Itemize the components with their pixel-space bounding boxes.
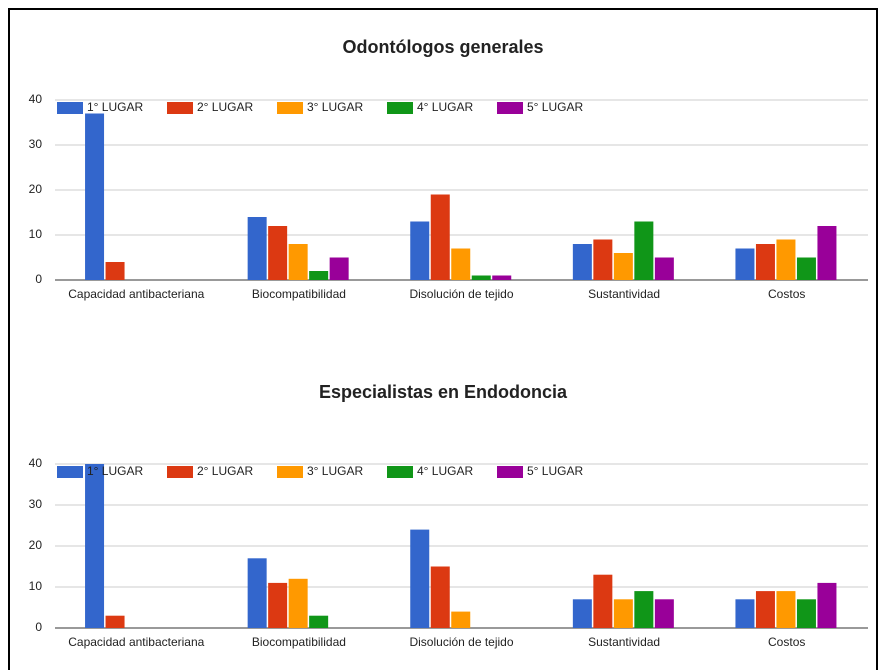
bar <box>613 599 633 628</box>
bar <box>634 591 654 628</box>
y-tick-label: 0 <box>35 272 42 286</box>
bar <box>105 262 125 280</box>
y-tick-label: 20 <box>29 182 43 196</box>
bar <box>776 239 796 280</box>
frame <box>8 8 878 670</box>
bar <box>309 271 329 280</box>
bar <box>410 221 430 280</box>
bar <box>634 221 654 280</box>
legend-label: 3° LUGAR <box>307 100 363 114</box>
chart-title: Odontólogos generales <box>342 37 543 57</box>
legend-swatch <box>387 466 413 478</box>
legend-label: 4° LUGAR <box>417 464 473 478</box>
legend-swatch <box>497 466 523 478</box>
bar <box>288 578 308 628</box>
bar <box>755 244 775 280</box>
bar <box>430 566 450 628</box>
bar <box>85 464 105 628</box>
legend-label: 1° LUGAR <box>87 100 143 114</box>
y-tick-label: 20 <box>29 538 43 552</box>
bar <box>85 113 105 280</box>
legend-label: 2° LUGAR <box>197 464 253 478</box>
bar <box>492 275 512 280</box>
bar <box>755 591 775 628</box>
bar <box>654 257 674 280</box>
y-tick-label: 10 <box>29 579 43 593</box>
bar <box>776 591 796 628</box>
legend-swatch <box>57 466 83 478</box>
bar <box>735 248 755 280</box>
bar <box>105 615 125 628</box>
bar <box>247 558 267 628</box>
legend-swatch <box>277 466 303 478</box>
x-tick-label: Costos <box>768 287 805 301</box>
legend-label: 1° LUGAR <box>87 464 143 478</box>
legend-label: 4° LUGAR <box>417 100 473 114</box>
bar <box>796 257 816 280</box>
bar <box>288 244 308 280</box>
y-tick-label: 30 <box>29 497 43 511</box>
legend-swatch <box>277 102 303 114</box>
bar <box>247 217 267 280</box>
bar <box>268 582 288 628</box>
bar <box>735 599 755 628</box>
bar <box>410 529 430 628</box>
bar <box>572 244 592 280</box>
x-tick-label: Disolución de tejido <box>409 635 513 649</box>
legend-label: 5° LUGAR <box>527 100 583 114</box>
x-tick-label: Sustantividad <box>588 635 660 649</box>
x-tick-label: Costos <box>768 635 805 649</box>
legend-label: 2° LUGAR <box>197 100 253 114</box>
bar <box>451 248 471 280</box>
legend-swatch <box>167 466 193 478</box>
bar <box>593 239 613 280</box>
bar <box>471 275 491 280</box>
legend-swatch <box>167 102 193 114</box>
y-tick-label: 40 <box>29 92 43 106</box>
legend-label: 3° LUGAR <box>307 464 363 478</box>
legend-swatch <box>57 102 83 114</box>
bar <box>613 253 633 280</box>
bar <box>654 599 674 628</box>
legend-swatch <box>497 102 523 114</box>
bar <box>796 599 816 628</box>
bar <box>430 194 450 280</box>
bar <box>268 226 288 280</box>
bar <box>817 582 837 628</box>
x-tick-label: Sustantividad <box>588 287 660 301</box>
bar <box>817 226 837 280</box>
chart-title: Especialistas en Endodoncia <box>319 382 568 402</box>
x-tick-label: Capacidad antibacteriana <box>68 287 204 301</box>
x-tick-label: Disolución de tejido <box>409 287 513 301</box>
legend-swatch <box>387 102 413 114</box>
x-tick-label: Biocompatibilidad <box>252 287 346 301</box>
bar <box>593 574 613 628</box>
x-tick-label: Biocompatibilidad <box>252 635 346 649</box>
y-tick-label: 0 <box>35 620 42 634</box>
x-tick-label: Capacidad antibacteriana <box>68 635 204 649</box>
bar <box>572 599 592 628</box>
bar <box>309 615 329 628</box>
bar <box>451 611 471 628</box>
y-tick-label: 10 <box>29 227 43 241</box>
legend-label: 5° LUGAR <box>527 464 583 478</box>
bar <box>329 257 349 280</box>
y-tick-label: 30 <box>29 137 43 151</box>
y-tick-label: 40 <box>29 456 43 470</box>
